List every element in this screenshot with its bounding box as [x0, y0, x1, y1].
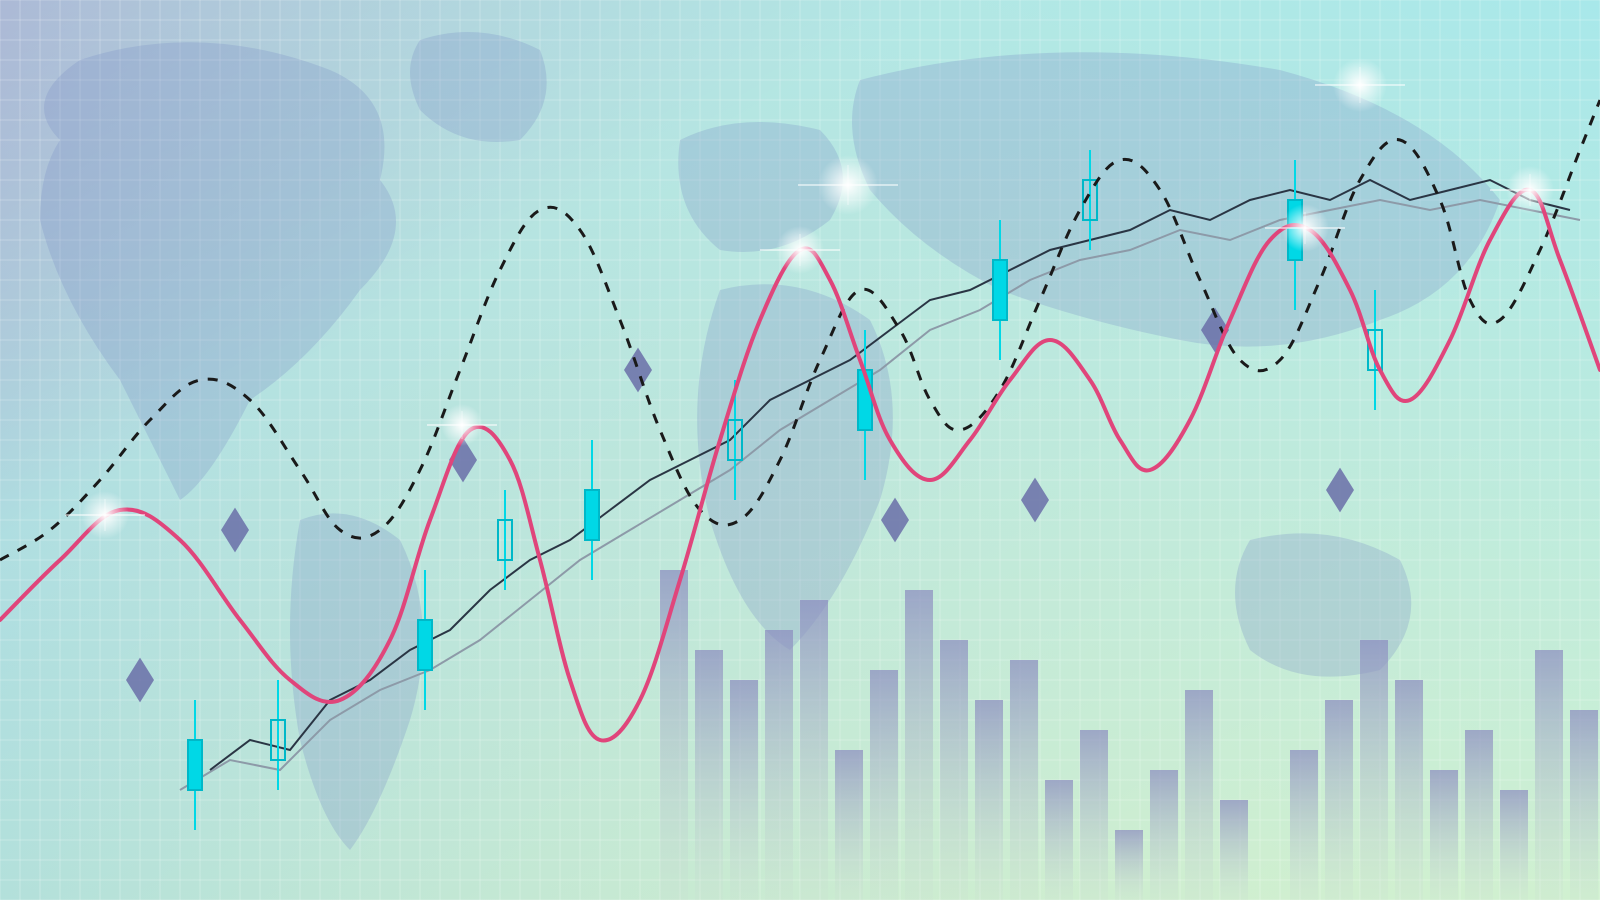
chart-canvas: [0, 0, 1600, 900]
